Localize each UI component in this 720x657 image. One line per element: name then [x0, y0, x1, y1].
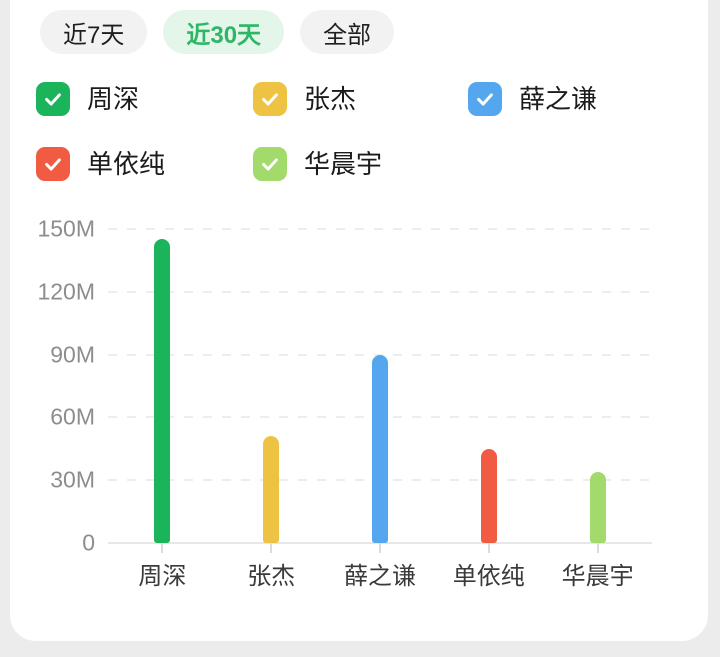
checkmark-icon — [262, 93, 278, 106]
legend-label: 华晨宇 — [304, 149, 383, 179]
chart-bar-5[interactable] — [589, 471, 606, 543]
x-axis-label: 单依纯 — [452, 563, 525, 590]
tab-all-time[interactable]: 全部 — [300, 10, 395, 54]
y-axis-tick-label: 0 — [82, 529, 95, 556]
x-axis-tick — [487, 543, 490, 553]
legend-item-zhangjie[interactable]: 张杰 — [253, 82, 356, 116]
y-axis-tick-label: 90M — [50, 341, 95, 368]
legend-label: 张杰 — [304, 84, 357, 114]
checkbox-checked-icon[interactable] — [36, 82, 70, 116]
y-axis-tick-label: 30M — [50, 466, 95, 493]
content-card: 近7天 近30天 全部 周深 张杰 薛之谦 单依纯 华晨宇 0 30M 60M 90M… — [10, 0, 708, 641]
legend-label: 薛之谦 — [519, 84, 598, 114]
y-axis-tick-label: 60M — [50, 403, 95, 430]
x-axis-tick — [379, 543, 381, 553]
x-axis-tick — [596, 543, 599, 553]
chart-bar-3[interactable] — [372, 354, 388, 543]
x-axis-label: 华晨宇 — [561, 563, 634, 590]
checkmark-icon — [262, 158, 278, 171]
legend-label: 单依纯 — [87, 149, 166, 179]
legend-item-xuezhiqian[interactable]: 薛之谦 — [468, 82, 597, 116]
gridline — [108, 228, 652, 230]
y-axis-tick-label: 150M — [37, 215, 95, 242]
time-range-tabs: 近7天 近30天 全部 — [40, 10, 395, 54]
checkmark-icon — [45, 158, 61, 171]
x-axis-tick — [161, 543, 164, 553]
chart-bar-1[interactable] — [154, 239, 171, 543]
y-axis-tick-label: 120M — [37, 278, 95, 305]
x-axis-label: 张杰 — [247, 563, 296, 590]
x-axis-tick — [270, 543, 273, 553]
legend-label: 周深 — [87, 84, 140, 114]
chart-bar-2[interactable] — [263, 436, 280, 543]
tab-last-7-days[interactable]: 近7天 — [40, 10, 148, 54]
legend-item-shanyichun[interactable]: 单依纯 — [36, 147, 165, 181]
checkmark-icon — [45, 93, 61, 106]
checkbox-checked-icon[interactable] — [253, 82, 287, 116]
checkbox-checked-icon[interactable] — [468, 82, 502, 116]
y-axis: 0 30M 60M 90M 120M 150M — [10, 216, 95, 556]
x-axis-label: 薛之谦 — [344, 563, 416, 590]
bar-chart: 周深 张杰 薛之谦 单依纯 华晨宇 — [108, 228, 652, 590]
checkbox-checked-icon[interactable] — [253, 147, 287, 181]
tab-last-30-days[interactable]: 近30天 — [163, 10, 285, 54]
x-axis-label: 周深 — [138, 563, 187, 590]
chart-bar-4[interactable] — [480, 448, 497, 543]
legend-item-huachenyu[interactable]: 华晨宇 — [253, 147, 382, 181]
checkmark-icon — [477, 93, 493, 106]
checkbox-checked-icon[interactable] — [36, 147, 70, 181]
legend-item-zhoushen[interactable]: 周深 — [36, 82, 139, 116]
gridline — [108, 290, 652, 293]
